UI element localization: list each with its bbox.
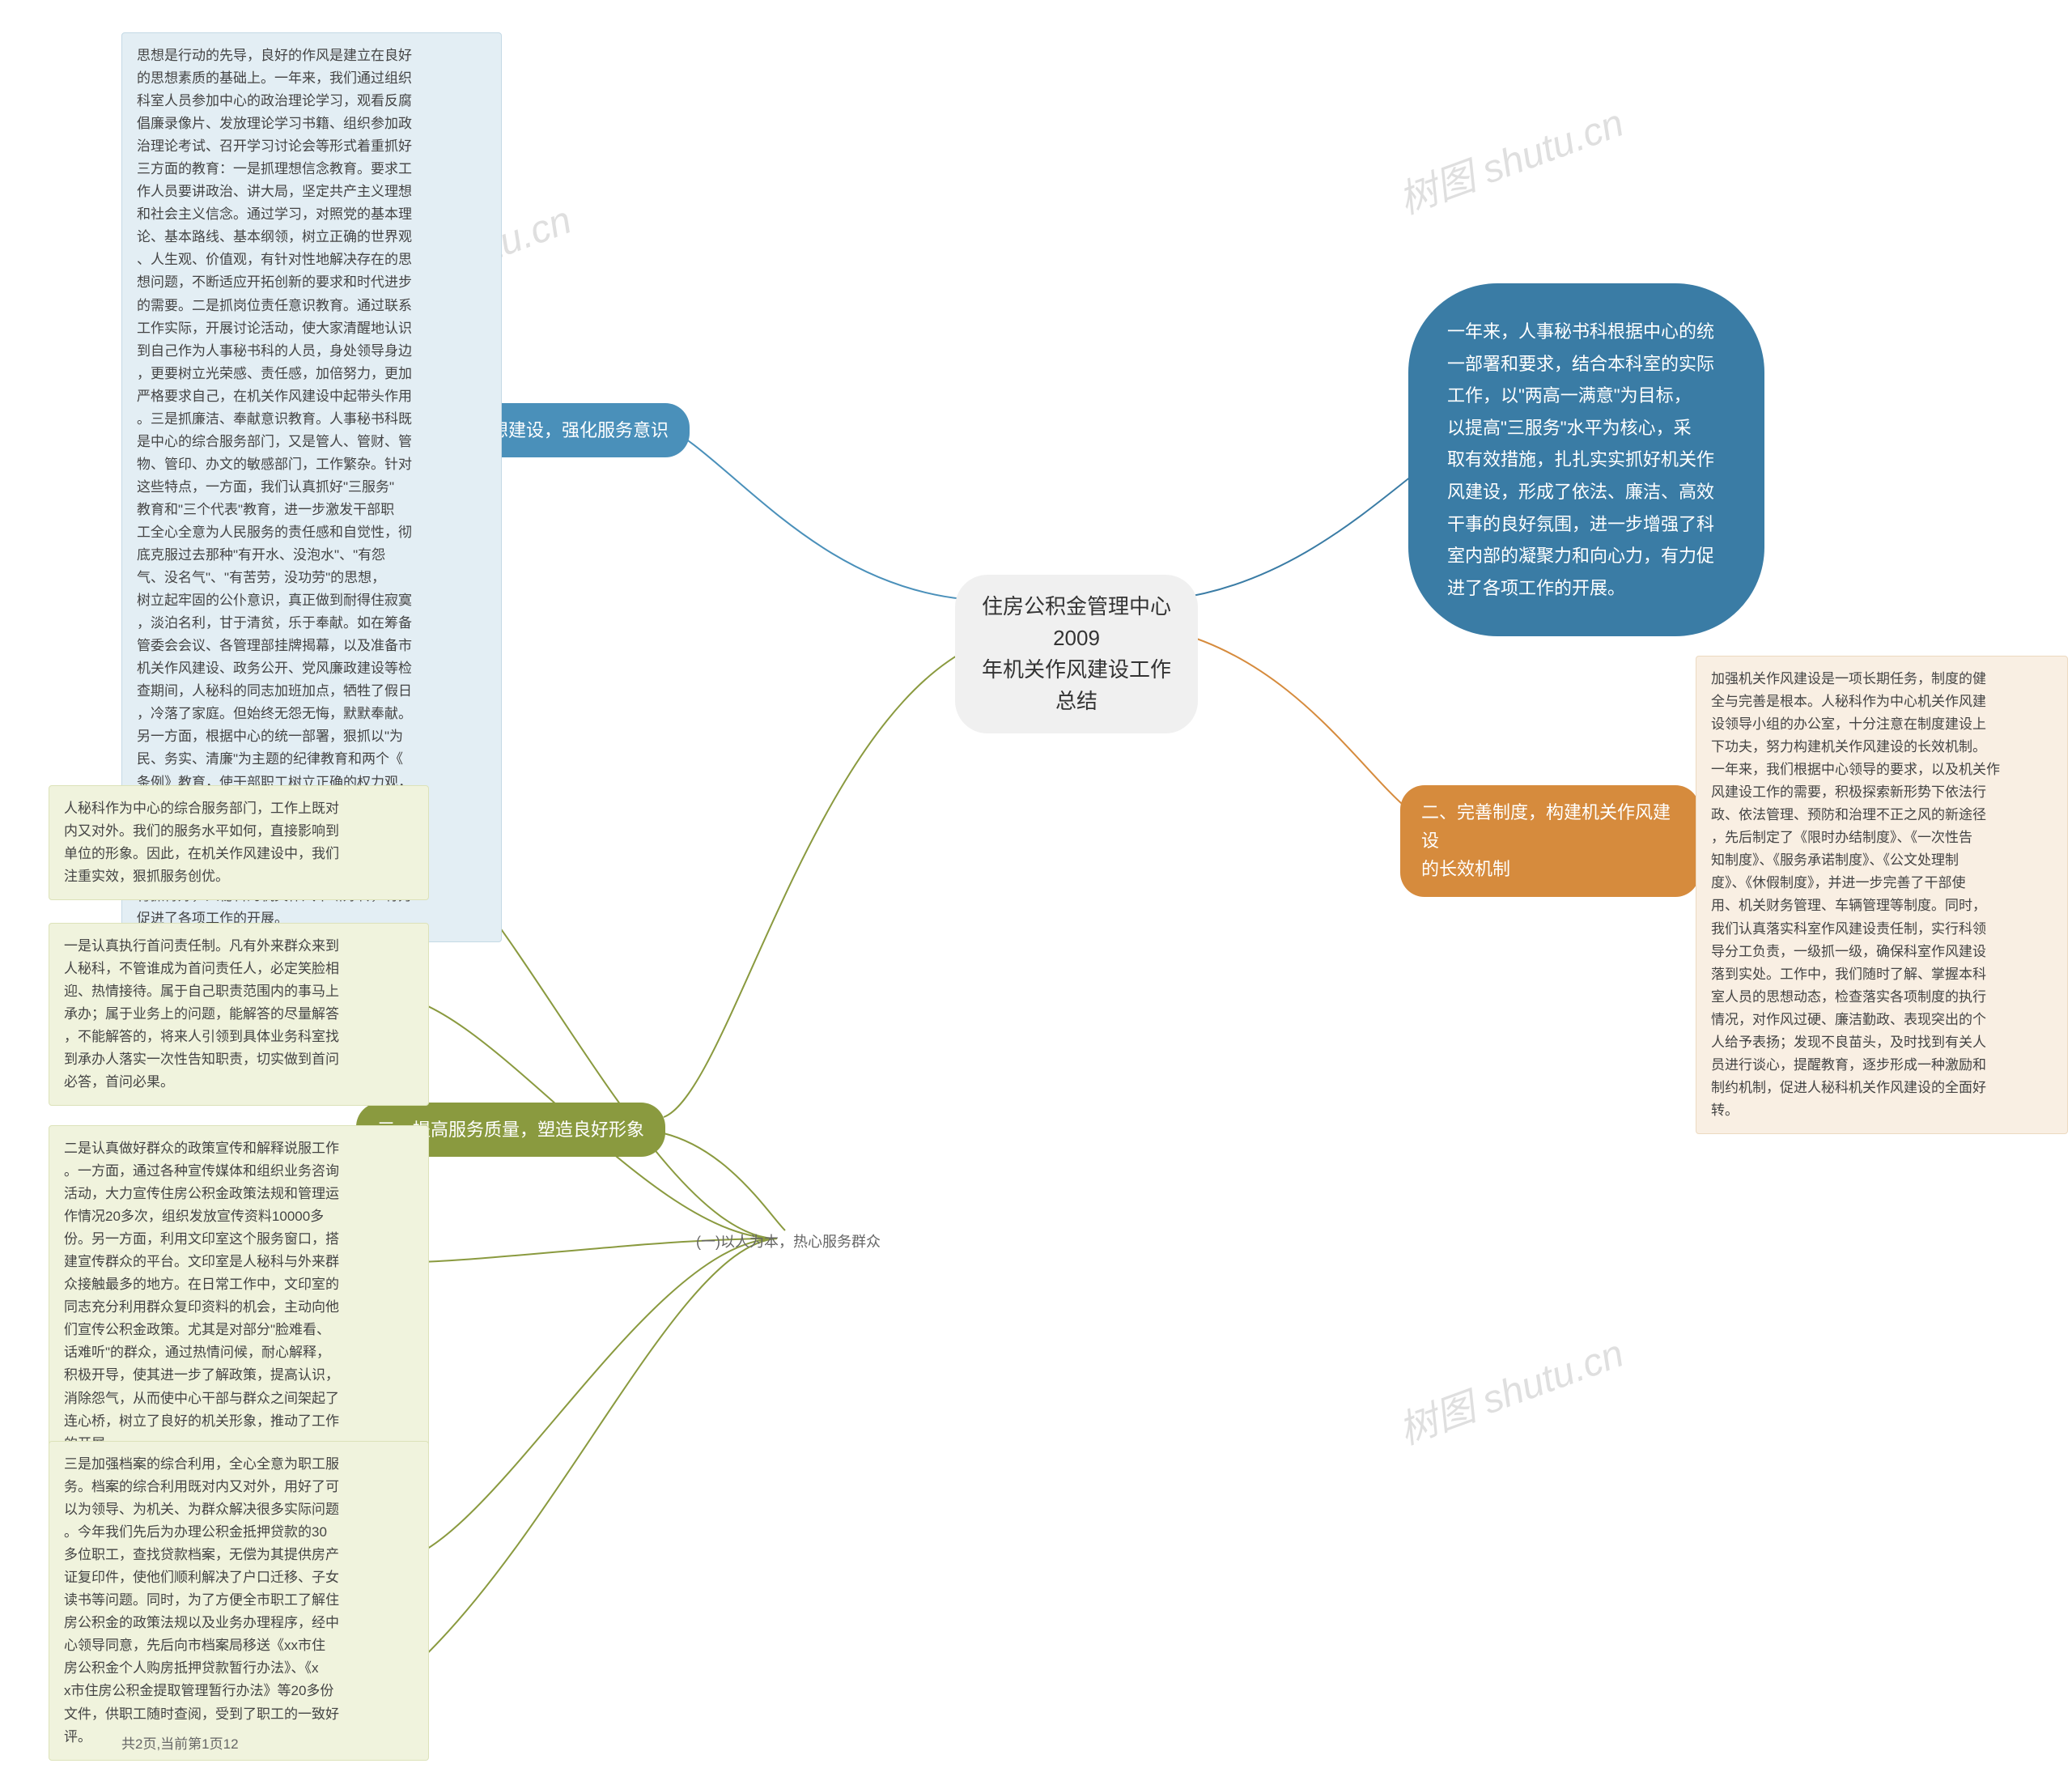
branch-3-sublabel: (一)以人为本，热心服务群众 bbox=[696, 1230, 881, 1251]
center-title: 住房公积金管理中心2009 年机关作风建设工作总结 bbox=[982, 594, 1171, 713]
intro-node: 一年来，人事秘书科根据中心的统 一部署和要求，结合本科室的实际 工作，以"两高一… bbox=[1408, 283, 1764, 636]
pager: 共2页,当前第1页12 bbox=[121, 1732, 239, 1753]
branch-3-leaf-b: 二是认真做好群众的政策宣传和解释说服工作 。一方面，通过各种宣传媒体和组织业务咨… bbox=[49, 1125, 429, 1468]
branch-2-leaf: 加强机关作风建设是一项长期任务，制度的健 全与完善是根本。人秘科作为中心机关作风… bbox=[1696, 656, 2068, 1134]
branch-3-leaf-a: 一是认真执行首问责任制。凡有外来群众来到 人秘科，不管谁成为首问责任人，必定笑脸… bbox=[49, 923, 429, 1106]
branch-3-leaf-intro-text: 人秘科作为中心的综合服务部门，工作上既对 内又对外。我们的服务水平如何，直接影响… bbox=[64, 801, 339, 884]
intro-text: 一年来，人事秘书科根据中心的统 一部署和要求，结合本科室的实际 工作，以"两高一… bbox=[1447, 321, 1714, 598]
branch-2-label: 二、完善制度，构建机关作风建设 的长效机制 bbox=[1421, 802, 1671, 879]
branch-3-leaf-intro: 人秘科作为中心的综合服务部门，工作上既对 内又对外。我们的服务水平如何，直接影响… bbox=[49, 785, 429, 900]
branch-2: 二、完善制度，构建机关作风建设 的长效机制 bbox=[1400, 785, 1700, 897]
watermark: 树图 shutu.cn bbox=[1390, 1321, 1630, 1455]
branch-2-leaf-text: 加强机关作风建设是一项长期任务，制度的健 全与完善是根本。人秘科作为中心机关作风… bbox=[1711, 671, 2000, 1118]
watermark: 树图 shutu.cn bbox=[1390, 91, 1630, 224]
branch-3-leaf-c-text: 三是加强档案的综合利用，全心全意为职工服 务。档案的综合利用既对内又对外，用好了… bbox=[64, 1456, 339, 1744]
center-node: 住房公积金管理中心2009 年机关作风建设工作总结 bbox=[955, 575, 1198, 733]
branch-3-leaf-b-text: 二是认真做好群众的政策宣传和解释说服工作 。一方面，通过各种宣传媒体和组织业务咨… bbox=[64, 1141, 339, 1451]
branch-3-leaf-a-text: 一是认真执行首问责任制。凡有外来群众来到 人秘科，不管谁成为首问责任人，必定笑脸… bbox=[64, 938, 339, 1090]
branch-3-leaf-c: 三是加强档案的综合利用，全心全意为职工服 务。档案的综合利用既对内又对外，用好了… bbox=[49, 1441, 429, 1761]
